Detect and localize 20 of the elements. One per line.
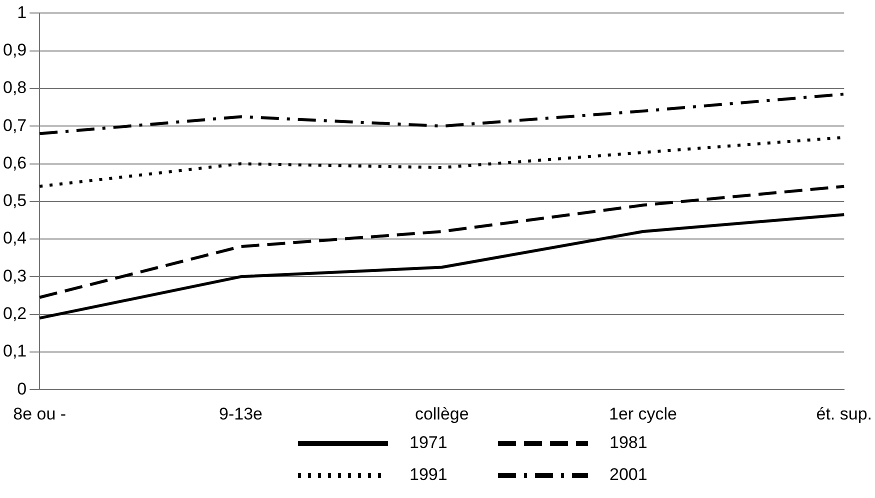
y-tick-label: 0,7 <box>2 116 27 135</box>
y-tick-label: 0 <box>17 379 27 398</box>
legend-label: 1981 <box>610 433 648 453</box>
y-tick-label: 0,9 <box>2 40 27 60</box>
y-tick-label: 1 <box>17 2 27 22</box>
x-tick-label: 8e ou - <box>13 404 66 424</box>
y-tick-label: 0,3 <box>2 266 27 286</box>
x-tick-label: 1er cycle <box>608 404 678 424</box>
y-tick-label: 0,8 <box>2 78 27 98</box>
y-tick-label: 0,5 <box>2 191 27 210</box>
x-tick-label: 9-13e <box>219 404 262 424</box>
y-tick-label: 0,6 <box>2 153 27 172</box>
legend-label: 1991 <box>410 465 448 485</box>
y-tick-label: 0,2 <box>2 304 27 324</box>
legend-label: 1971 <box>410 433 448 453</box>
x-tick-label: collège <box>414 404 469 424</box>
legend-label: 2001 <box>610 465 648 485</box>
y-tick-label: 0,4 <box>2 228 27 248</box>
y-tick-label: 0,1 <box>2 342 27 361</box>
x-tick-label: ét. sup. <box>816 404 872 424</box>
